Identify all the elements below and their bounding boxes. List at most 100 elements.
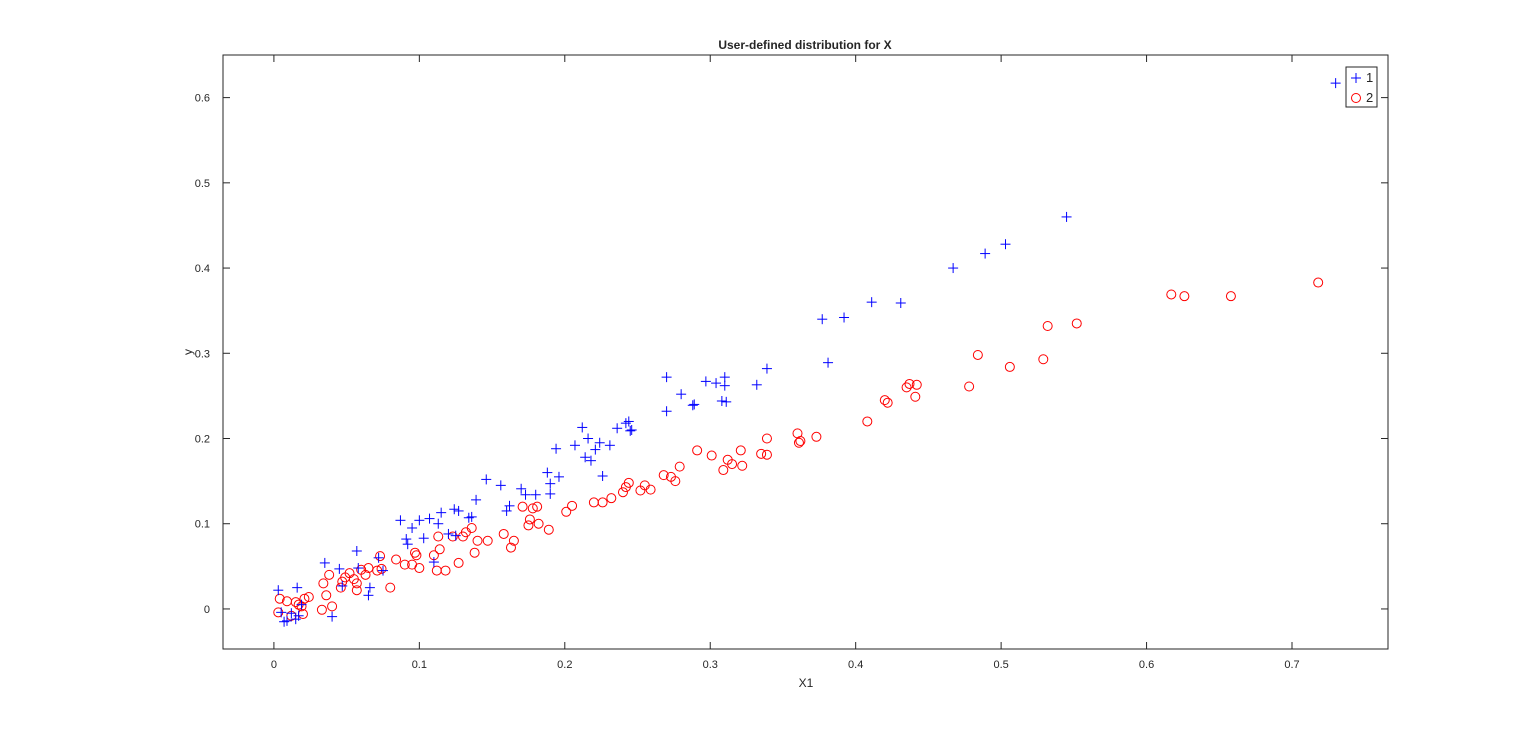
data-point [364, 582, 375, 593]
data-point [353, 563, 364, 574]
data-point [823, 357, 834, 368]
data-point [1071, 318, 1082, 329]
data-point [281, 615, 292, 626]
data-point [407, 522, 418, 533]
y-axis-ticks: 0 0.1 0.2 0.3 0.4 0.5 0.6 [195, 93, 1388, 616]
data-point [482, 535, 493, 546]
data-point [689, 399, 700, 410]
data-point [501, 505, 512, 516]
data-point [327, 601, 338, 612]
data-point [299, 593, 310, 604]
data-point [449, 504, 460, 515]
data-point [719, 380, 730, 391]
circle-marker-icon [1351, 93, 1361, 103]
legend-label-2: 2 [1366, 90, 1373, 105]
data-point [401, 534, 412, 545]
circle-marker-icon [1351, 93, 1361, 103]
data-point [440, 565, 451, 576]
data-point [391, 554, 402, 565]
data-point [879, 395, 890, 406]
data-point [735, 445, 746, 456]
data-point [443, 528, 454, 539]
data-point [904, 378, 915, 389]
data-point [661, 372, 672, 383]
data-point [533, 518, 544, 529]
x-tick-label: 0 [271, 659, 277, 671]
data-point [321, 590, 332, 601]
data-point [504, 500, 515, 511]
data-point [466, 522, 477, 533]
data-point [319, 557, 330, 568]
data-point [395, 515, 406, 526]
data-point [543, 524, 554, 535]
data-point [296, 599, 307, 610]
x-tick-label: 0.3 [703, 659, 718, 671]
x-tick-label: 0.2 [557, 659, 572, 671]
data-point [676, 389, 687, 400]
data-point [523, 520, 534, 531]
data-point [524, 514, 535, 525]
data-point [911, 379, 922, 390]
data-point [551, 443, 562, 454]
data-point [606, 493, 617, 504]
legend-box [1345, 66, 1378, 108]
data-point [901, 382, 912, 393]
data-point [418, 533, 429, 544]
data-point [862, 416, 873, 427]
data-point [508, 535, 519, 546]
data-point [335, 582, 346, 593]
data-point [318, 578, 329, 589]
data-point [948, 263, 959, 274]
data-point [376, 563, 387, 574]
data-point [910, 391, 921, 402]
data-point [674, 461, 685, 472]
data-point [1166, 289, 1177, 300]
data-point [516, 483, 527, 494]
data-point [450, 530, 461, 541]
data-point [670, 476, 681, 487]
data-point [761, 433, 772, 444]
data-point [273, 585, 284, 596]
y-tick-label: 0.5 [195, 178, 210, 190]
data-point [424, 513, 435, 524]
data-point [409, 547, 420, 558]
legend-entry-2[interactable]: 2 [1351, 90, 1374, 105]
data-point [373, 552, 384, 563]
data-point [716, 396, 727, 407]
data-point [453, 557, 464, 568]
data-point [1004, 361, 1015, 372]
data-point [719, 372, 730, 383]
y-tick-label: 0.3 [195, 348, 210, 360]
data-point [1330, 78, 1341, 89]
plot-axes: 0 0.1 0.2 0.3 0.4 0.5 0.6 0.7 00.10.20.30.40.50… [195, 54, 1389, 671]
data-point [436, 507, 447, 518]
data-point [727, 459, 738, 470]
legend-entry-1[interactable]: 1 [1351, 70, 1373, 85]
data-point [542, 467, 553, 478]
data-point [351, 585, 362, 596]
data-point [1038, 354, 1049, 365]
data-point [718, 465, 729, 476]
data-point [351, 578, 362, 589]
data-point [316, 604, 327, 615]
data-point [567, 500, 578, 511]
legend[interactable]: 1 2 [1345, 66, 1378, 108]
data-point [327, 611, 338, 622]
data-point [324, 569, 335, 580]
data-point [414, 515, 425, 526]
data-point [597, 470, 608, 481]
data-point [411, 550, 422, 561]
data-point [466, 511, 477, 522]
data-point [530, 489, 541, 500]
data-point [626, 424, 637, 435]
data-point [517, 501, 528, 512]
data-point [471, 494, 482, 505]
x-tick-label: 0.6 [1139, 659, 1154, 671]
data-point [498, 528, 509, 539]
data-point [428, 557, 439, 568]
data-point [481, 474, 492, 485]
data-point [402, 539, 413, 550]
data-point [472, 535, 483, 546]
data-point [980, 248, 991, 259]
data-point [811, 431, 822, 442]
